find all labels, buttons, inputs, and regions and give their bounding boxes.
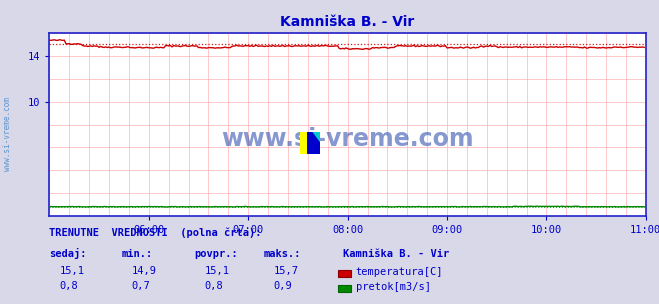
Text: sedaj:: sedaj:: [49, 248, 87, 259]
Text: maks.:: maks.:: [264, 249, 301, 259]
Text: TRENUTNE  VREDNOSTI  (polna črta):: TRENUTNE VREDNOSTI (polna črta):: [49, 227, 262, 238]
Polygon shape: [300, 132, 312, 154]
Text: 0,7: 0,7: [132, 281, 150, 291]
Text: 15,1: 15,1: [59, 266, 84, 276]
Title: Kamniška B. - Vir: Kamniška B. - Vir: [281, 16, 415, 29]
Text: 0,8: 0,8: [204, 281, 223, 291]
Text: Kamniška B. - Vir: Kamniška B. - Vir: [343, 249, 449, 259]
Text: 0,9: 0,9: [273, 281, 292, 291]
Polygon shape: [308, 132, 320, 154]
Text: temperatura[C]: temperatura[C]: [356, 267, 444, 277]
Text: www.si-vreme.com: www.si-vreme.com: [221, 127, 474, 151]
Text: min.:: min.:: [122, 249, 153, 259]
Text: 14,9: 14,9: [132, 266, 157, 276]
Text: www.si-vreme.com: www.si-vreme.com: [3, 97, 13, 171]
Polygon shape: [308, 132, 320, 154]
Text: pretok[m3/s]: pretok[m3/s]: [356, 282, 431, 292]
Text: povpr.:: povpr.:: [194, 249, 238, 259]
Text: 0,8: 0,8: [59, 281, 78, 291]
Text: 15,1: 15,1: [204, 266, 229, 276]
Text: 15,7: 15,7: [273, 266, 299, 276]
